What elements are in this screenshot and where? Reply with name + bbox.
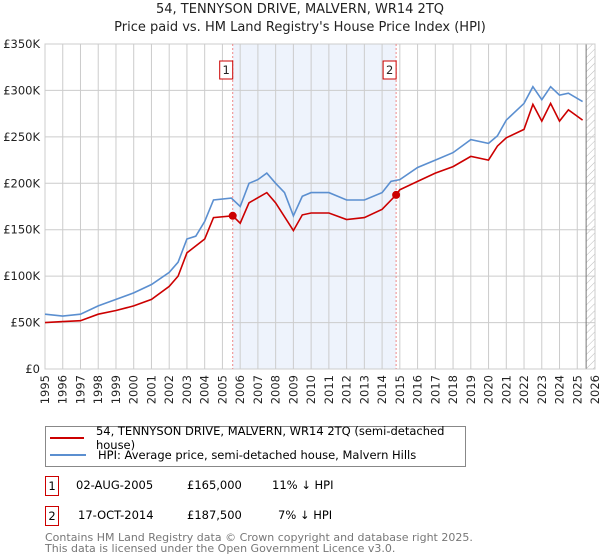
price-chart: 1995 1996 1997 1998 1999 2000 2001 2002 2003 2004…: [3, 37, 600, 404]
legend-swatch-hpi: [50, 454, 86, 456]
y-tick-label: £200K: [3, 176, 40, 190]
sale-label-box: [219, 60, 234, 80]
x-tick-label: 1996: [56, 375, 70, 404]
sale-label-1: 1: [219, 60, 234, 80]
x-tick-label: 2008: [269, 375, 283, 404]
chart-title: 54, TENNYSON DRIVE, MALVERN, WR14 2TQ: [156, 2, 444, 17]
transaction-date: 02-AUG-2005: [76, 478, 154, 492]
legend-item-property: 54, TENNYSON DRIVE, MALVERN, WR14 2TQ (s…: [50, 424, 465, 452]
sale-label-box: [382, 60, 397, 80]
chart-subtitle: Price paid vs. HM Land Registry's House …: [114, 20, 486, 35]
x-tick-label: 2006: [233, 375, 247, 404]
sale-point: [392, 190, 401, 199]
x-tick-label: 2020: [482, 375, 496, 404]
x-tick-label: 2018: [446, 375, 460, 404]
transaction-hpi-diff: 7% ↓ HPI: [278, 508, 333, 522]
footer-copyright: Contains HM Land Registry data © Crown c…: [45, 531, 473, 544]
x-tick-label: 1995: [38, 375, 52, 404]
x-tick-label: 2000: [127, 375, 141, 404]
transaction-badge: 2: [45, 506, 59, 526]
sale-point: [228, 211, 237, 220]
x-tick-label: 2024: [553, 375, 567, 404]
x-tick-label: 2023: [535, 375, 549, 404]
legend-label-property: 54, TENNYSON DRIVE, MALVERN, WR14 2TQ (s…: [95, 424, 445, 452]
transaction-date: 17-OCT-2014: [78, 508, 154, 522]
transaction-badge: 1: [45, 476, 59, 496]
y-tick-label: £250K: [3, 130, 40, 144]
y-tick-label: £0: [25, 362, 40, 376]
x-tick-label: 2001: [144, 375, 158, 404]
x-tick-label: 2026: [588, 375, 600, 404]
legend: 54, TENNYSON DRIVE, MALVERN, WR14 2TQ (s…: [45, 424, 466, 467]
transaction-price: £187,500: [187, 508, 242, 522]
sale-label-2: 2: [382, 60, 397, 80]
x-tick-label: 2007: [251, 375, 265, 404]
x-tick-label: 2010: [304, 375, 318, 404]
x-tick-label: 2025: [570, 375, 584, 404]
shaded-ownership-period: [232, 44, 397, 369]
legend-item-hpi: HPI: Average price, semi-detached house,…: [50, 447, 416, 463]
x-tick-label: 2015: [393, 375, 407, 404]
property-price-line: [44, 101, 584, 324]
hatched-future-region: [586, 44, 595, 369]
x-tick-label: 2013: [357, 375, 371, 404]
transaction-hpi-diff: 11% ↓ HPI: [272, 478, 334, 492]
x-tick-label: 2004: [198, 375, 212, 404]
y-tick-label: £300K: [3, 83, 40, 97]
footer: Contains HM Land Registry data © Crown c…: [45, 532, 473, 554]
x-tick-label: 1999: [109, 375, 123, 404]
x-tick-label: 2011: [322, 375, 336, 404]
x-tick-label: 2012: [340, 375, 354, 404]
y-tick-label: £350K: [3, 37, 40, 51]
y-tick-label: £100K: [3, 269, 40, 283]
legend-swatch-property: [50, 437, 84, 439]
x-tick-label: 1997: [73, 375, 87, 404]
x-tick-label: 2017: [428, 375, 442, 404]
x-tick-label: 2021: [499, 375, 513, 404]
plot-border: [44, 43, 596, 370]
hpi-line: [44, 85, 584, 317]
x-tick-label: 2009: [286, 375, 300, 404]
x-tick-label: 2003: [180, 375, 194, 404]
x-tick-label: 2022: [517, 375, 531, 404]
x-tick-label: 2002: [162, 375, 176, 404]
legend-label-hpi: HPI: Average price, semi-detached house,…: [98, 448, 417, 462]
y-tick-label: £150K: [3, 223, 40, 237]
x-tick-label: 2014: [375, 375, 389, 404]
sale-label-text: 1: [223, 63, 230, 77]
transaction-price: £165,000: [187, 478, 242, 492]
sale-label-text: 2: [386, 63, 393, 77]
x-tick-label: 1998: [91, 375, 105, 404]
x-tick-label: 2019: [464, 375, 478, 404]
x-tick-label: 2005: [215, 375, 229, 404]
footer-licence: This data is licensed under the Open Gov…: [45, 542, 396, 555]
x-tick-label: 2016: [411, 375, 425, 404]
y-tick-label: £50K: [11, 316, 41, 330]
